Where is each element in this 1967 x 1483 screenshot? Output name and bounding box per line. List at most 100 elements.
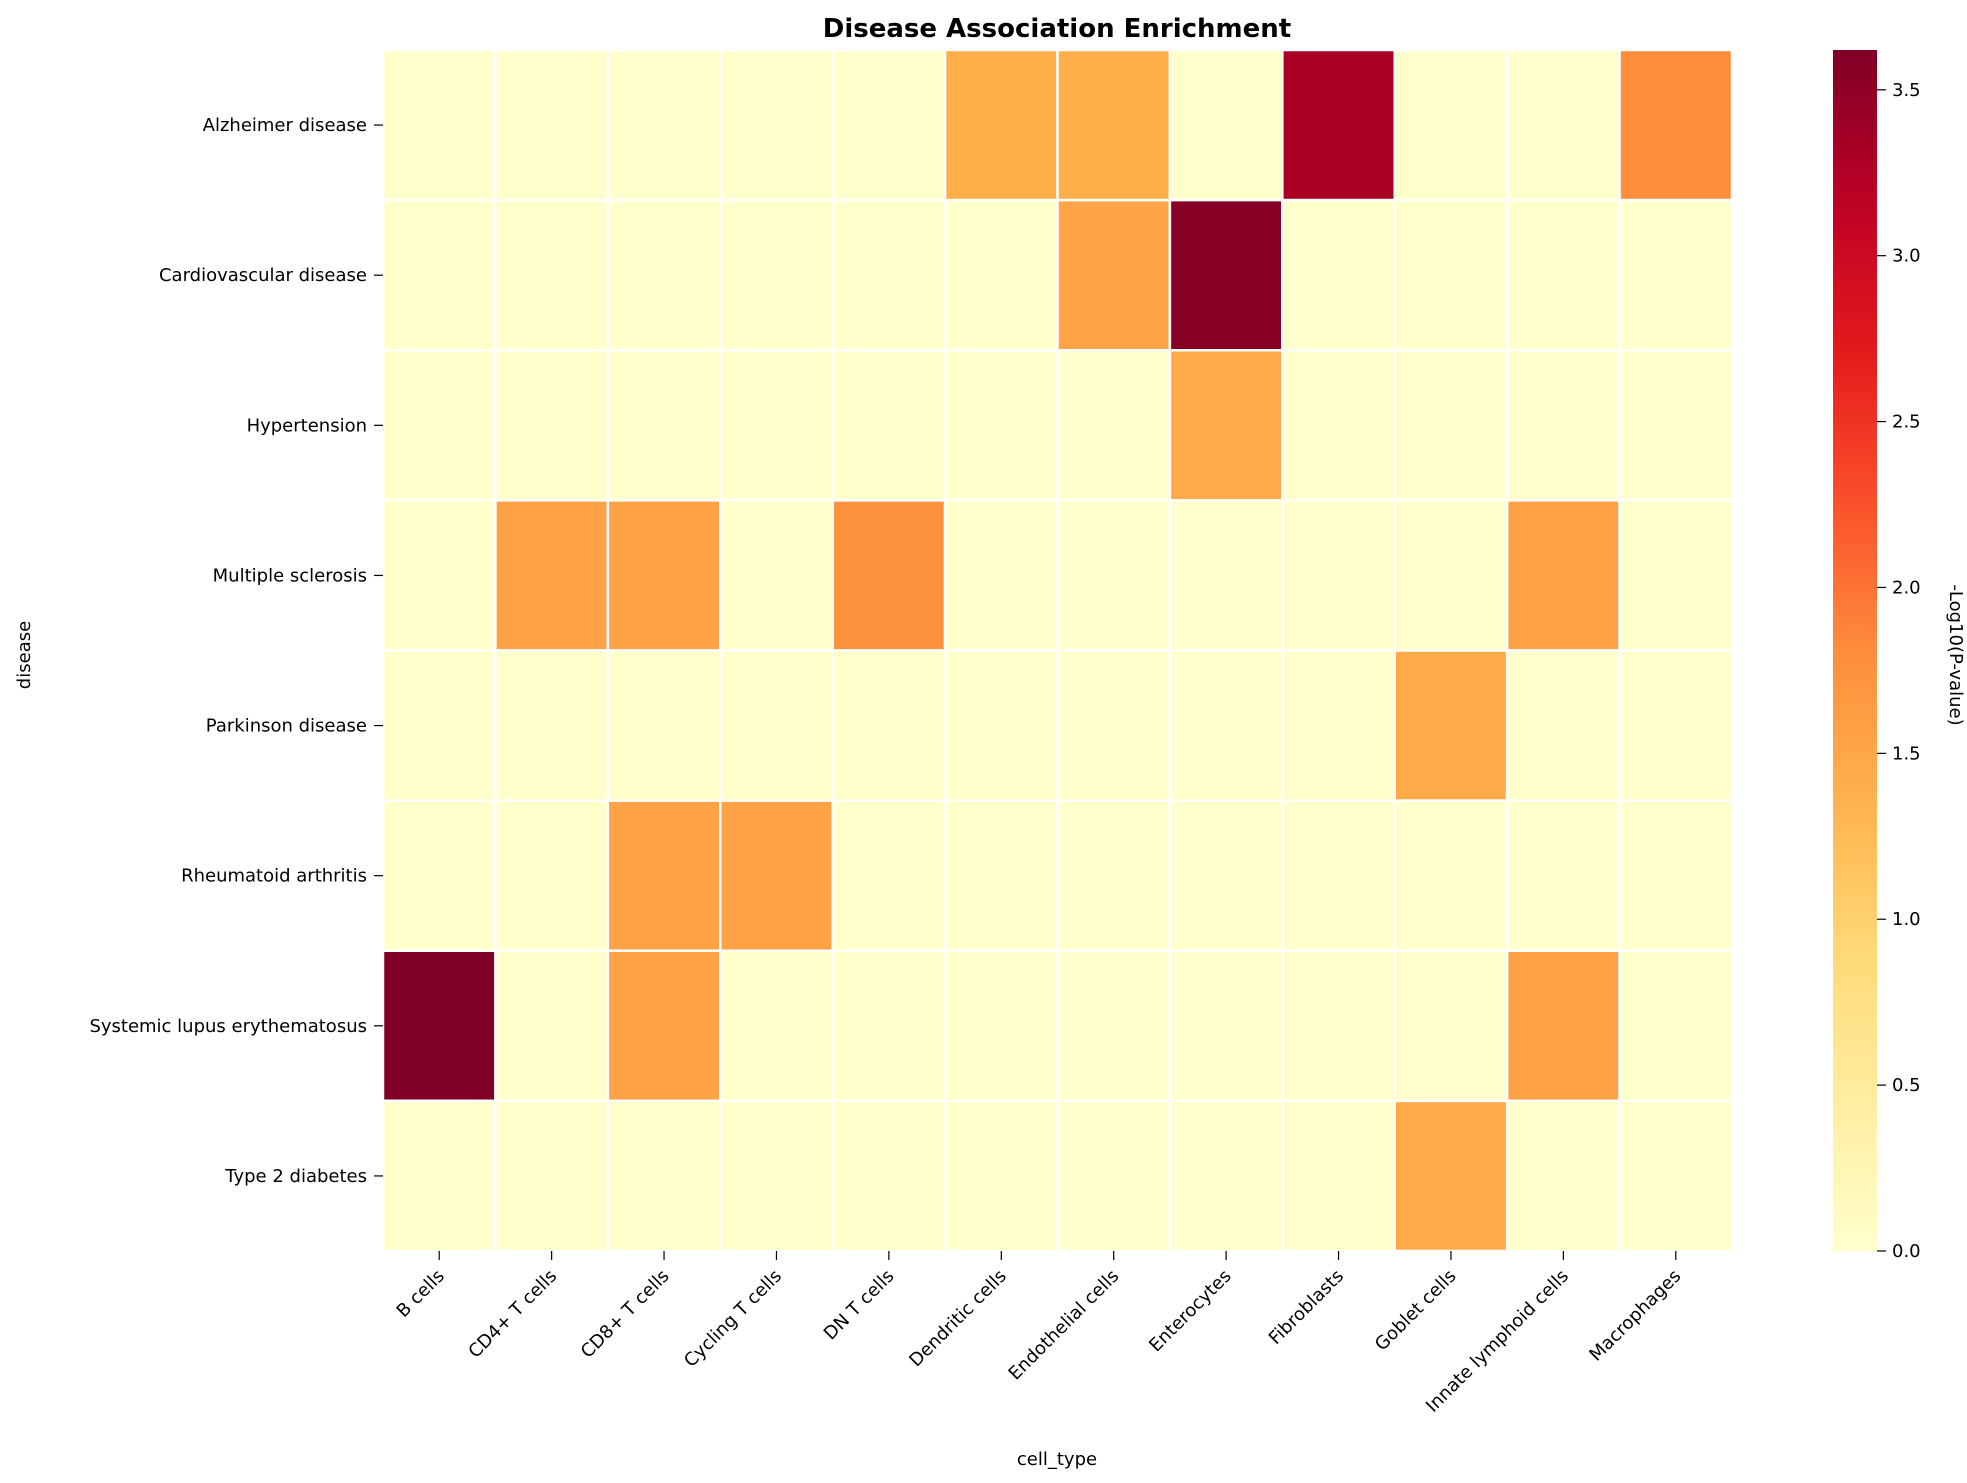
heatmap-cell-alzheimer-disease-dn-t-cells (831, 48, 947, 202)
heatmap-cell-alzheimer-disease-dendritic-cells (943, 48, 1059, 202)
heatmap-cell-multiple-sclerosis-macrophages (1618, 499, 1734, 652)
heatmap-cell-systemic-lupus-erythematosus-cycling-t-cells (719, 949, 834, 1103)
heatmap-cell-rheumatoid-arthritis-dendritic-cells (943, 799, 1059, 952)
y-tick-label: Alzheimer disease (203, 115, 367, 136)
heatmap-cell-rheumatoid-arthritis-macrophages (1618, 799, 1734, 952)
heatmap-cell-rheumatoid-arthritis-endothelial-cells (1056, 799, 1172, 952)
heatmap-cell-alzheimer-disease-cd4-t-cells (494, 48, 610, 202)
heatmap-cell-rheumatoid-arthritis-cycling-t-cells (719, 799, 834, 952)
heatmap-cell-cardiovascular-disease-dendritic-cells (943, 198, 1059, 352)
x-tick-label: B cells (393, 1266, 449, 1322)
heatmap-cell-cardiovascular-disease-b-cells (381, 198, 497, 352)
y-tick-label: Systemic lupus erythematosus (89, 1016, 367, 1037)
heatmap-cell-parkinson-disease-dn-t-cells (831, 649, 947, 802)
colorbar-tick-label: 2.5 (1892, 412, 1921, 433)
heatmap-cell-hypertension-dn-t-cells (831, 349, 947, 502)
heatmap-cell-alzheimer-disease-macrophages (1618, 48, 1734, 202)
heatmap-cell-multiple-sclerosis-goblet-cells (1393, 499, 1509, 652)
heatmap-cell-type-2-diabetes-cycling-t-cells (719, 1099, 834, 1253)
heatmap-cell-rheumatoid-arthritis-enterocytes (1168, 799, 1284, 952)
colorbar-tick-label: 3.0 (1892, 246, 1921, 267)
heatmap-cell-systemic-lupus-erythematosus-dn-t-cells (831, 949, 947, 1103)
colorbar-tick-label: 0.0 (1892, 1241, 1921, 1262)
heatmap-cell-cardiovascular-disease-fibroblasts (1281, 198, 1397, 352)
heatmap-cell-cardiovascular-disease-dn-t-cells (831, 198, 947, 352)
heatmap-cell-multiple-sclerosis-dendritic-cells (943, 499, 1059, 652)
heatmap-cell-type-2-diabetes-dendritic-cells (943, 1099, 1059, 1253)
heatmap-cell-type-2-diabetes-innate-lymphoid-cells (1505, 1099, 1621, 1253)
heatmap-cell-parkinson-disease-dendritic-cells (943, 649, 1059, 802)
heatmap-cell-multiple-sclerosis-dn-t-cells (831, 499, 947, 652)
colorbar-tick-label: 1.0 (1892, 909, 1921, 930)
heatmap-cell-systemic-lupus-erythematosus-cd4-t-cells (494, 949, 610, 1103)
heatmap-cell-hypertension-cycling-t-cells (719, 349, 834, 502)
x-tick-label: Enterocytes (1145, 1266, 1236, 1357)
y-tick-label: Multiple sclerosis (213, 565, 367, 586)
heatmap-cell-multiple-sclerosis-cycling-t-cells (719, 499, 834, 652)
heatmap-cell-hypertension-dendritic-cells (943, 349, 1059, 502)
heatmap-cell-multiple-sclerosis-cd8-t-cells (606, 499, 722, 652)
y-tick-label: Type 2 diabetes (224, 1166, 367, 1187)
colorbar-tick-label: 0.5 (1892, 1075, 1921, 1096)
heatmap-cell-multiple-sclerosis-endothelial-cells (1056, 499, 1172, 652)
heatmap-cell-hypertension-enterocytes (1168, 349, 1284, 502)
heatmap-cell-hypertension-goblet-cells (1393, 349, 1509, 502)
heatmap-cell-hypertension-innate-lymphoid-cells (1505, 349, 1621, 502)
colorbar: 0.0 0.5 1.0 1.5 2.0 2.5 3.0 3.5 (1833, 50, 1921, 1262)
heatmap-cell-systemic-lupus-erythematosus-fibroblasts (1281, 949, 1397, 1103)
heatmap-cell-parkinson-disease-endothelial-cells (1056, 649, 1172, 802)
chart-title: Disease Association Enrichment (823, 14, 1291, 44)
heatmap-cell-parkinson-disease-cd8-t-cells (606, 649, 722, 802)
heatmap-cell-type-2-diabetes-dn-t-cells (831, 1099, 947, 1253)
heatmap-cell-rheumatoid-arthritis-goblet-cells (1393, 799, 1509, 952)
heatmap-cell-multiple-sclerosis-b-cells (381, 499, 497, 652)
heatmap-cell-hypertension-macrophages (1618, 349, 1734, 502)
heatmap-cell-cardiovascular-disease-endothelial-cells (1056, 198, 1172, 352)
heatmap-cell-hypertension-endothelial-cells (1056, 349, 1172, 502)
heatmap-cell-systemic-lupus-erythematosus-innate-lymphoid-cells (1505, 949, 1621, 1103)
heatmap-cell-systemic-lupus-erythematosus-dendritic-cells (943, 949, 1059, 1103)
heatmap-cell-rheumatoid-arthritis-cd8-t-cells (606, 799, 722, 952)
heatmap-cell-parkinson-disease-goblet-cells (1393, 649, 1509, 802)
heatmap-cell-multiple-sclerosis-innate-lymphoid-cells (1505, 499, 1621, 652)
heatmap-cell-systemic-lupus-erythematosus-endothelial-cells (1056, 949, 1172, 1103)
heatmap-cell-parkinson-disease-cycling-t-cells (719, 649, 834, 802)
heatmap-cell-systemic-lupus-erythematosus-goblet-cells (1393, 949, 1509, 1103)
heatmap-cell-alzheimer-disease-fibroblasts (1281, 48, 1397, 202)
heatmap-cell-alzheimer-disease-cd8-t-cells (606, 48, 722, 202)
colorbar-label: -Log10(P-value) (1945, 584, 1966, 725)
heatmap-cell-type-2-diabetes-cd4-t-cells (494, 1099, 610, 1253)
heatmap-cell-systemic-lupus-erythematosus-cd8-t-cells (606, 949, 722, 1103)
heatmap-cell-rheumatoid-arthritis-innate-lymphoid-cells (1505, 799, 1621, 952)
x-tick-label: Macrophages (1585, 1266, 1685, 1366)
heatmap-cell-rheumatoid-arthritis-dn-t-cells (831, 799, 947, 952)
heatmap-cell-rheumatoid-arthritis-b-cells (381, 799, 497, 952)
heatmap-cell-alzheimer-disease-enterocytes (1168, 48, 1284, 202)
heatmap-cell-cardiovascular-disease-cd4-t-cells (494, 198, 610, 352)
heatmap-cell-alzheimer-disease-innate-lymphoid-cells (1505, 48, 1621, 202)
heatmap-cell-rheumatoid-arthritis-fibroblasts (1281, 799, 1397, 952)
heatmap-cell-alzheimer-disease-b-cells (381, 48, 497, 202)
x-tick-label: Dendritic cells (905, 1266, 1011, 1372)
x-tick-label: Endothelial cells (1005, 1266, 1124, 1385)
x-axis-ticks: B cells CD4+ T cells CD8+ T cells Cycling T… (393, 1251, 1685, 1417)
heatmap-cell-hypertension-b-cells (381, 349, 497, 502)
heatmap-cell-systemic-lupus-erythematosus-enterocytes (1168, 949, 1284, 1103)
x-tick-label: Fibroblasts (1265, 1266, 1348, 1349)
heatmap-cell-cardiovascular-disease-goblet-cells (1393, 198, 1509, 352)
heatmap-cell-type-2-diabetes-goblet-cells (1393, 1099, 1509, 1253)
y-tick-label: Parkinson disease (206, 716, 367, 737)
heatmap-cell-multiple-sclerosis-enterocytes (1168, 499, 1284, 652)
y-tick-label: Cardiovascular disease (159, 265, 367, 286)
y-axis-ticks: Alzheimer disease Cardiovascular disease H… (89, 115, 383, 1187)
heatmap-cell-type-2-diabetes-endothelial-cells (1056, 1099, 1172, 1253)
colorbar-tick-label: 2.0 (1892, 577, 1921, 598)
heatmap-cell-multiple-sclerosis-cd4-t-cells (494, 499, 610, 652)
heatmap-cell-parkinson-disease-innate-lymphoid-cells (1505, 649, 1621, 802)
heatmap-cell-hypertension-fibroblasts (1281, 349, 1397, 502)
heatmap-cell-type-2-diabetes-b-cells (381, 1099, 497, 1253)
x-tick-label: CD8+ T cells (577, 1266, 674, 1363)
heatmap-cell-type-2-diabetes-cd8-t-cells (606, 1099, 722, 1253)
x-tick-label: DN T cells (820, 1266, 899, 1345)
